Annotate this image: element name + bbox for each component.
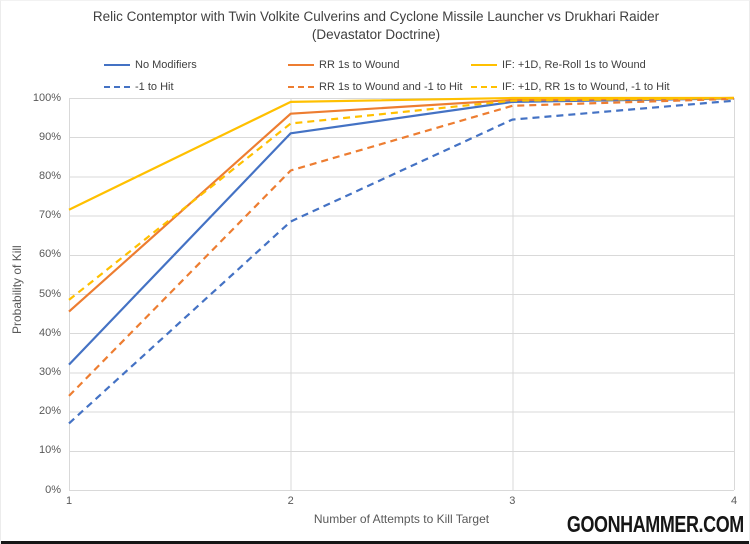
solid-line-icon — [104, 63, 130, 67]
y-tick-label-80: 80% — [38, 169, 61, 182]
chart-title: Relic Contemptor with Twin Volkite Culve… — [92, 9, 660, 24]
y-tick-label-50: 50% — [38, 287, 61, 300]
y-tick-label-90: 90% — [38, 130, 61, 143]
y-tick-label-70: 70% — [38, 209, 61, 222]
y-tick-label-60: 60% — [38, 248, 61, 261]
dashed-line-icon — [104, 85, 130, 89]
series-line-rr-1s-to-wound — [68, 96, 735, 313]
y-tick-label-0: 0% — [45, 483, 61, 496]
y-axis-title: Probability of Kill — [10, 245, 24, 334]
series-line-if-1d-re-roll-1s-to-wound — [68, 96, 734, 211]
y-tick-label-100: 100% — [32, 91, 61, 104]
solid-line-icon — [471, 63, 497, 67]
legend-item-if-1d-re-roll-1s-to-wound: IF: +1D, Re-Roll 1s to Wound — [471, 58, 646, 72]
series-line-no-modifiers — [68, 97, 735, 366]
chart-subtitle: (Devastator Doctrine) — [311, 27, 441, 42]
legend-item-rr-1s-to-wound: RR 1s to Wound — [288, 58, 400, 72]
legend-item-1-to-hit: -1 to Hit — [104, 80, 174, 94]
x-tick-label-4: 4 — [730, 495, 738, 507]
x-tick-label-2: 2 — [287, 495, 294, 507]
watermark-goonhammer: GOONHAMMER.COM — [567, 511, 744, 537]
solid-line-icon — [288, 63, 314, 67]
legend-label: IF: +1D, RR 1s to Wound, -1 to Hit — [502, 81, 670, 93]
x-tick-label-1: 1 — [65, 495, 73, 507]
series-line-if-1d-rr-1s-to-wound-1-to-hit — [68, 96, 735, 301]
dashed-line-icon — [471, 85, 497, 89]
legend-label: IF: +1D, Re-Roll 1s to Wound — [502, 59, 646, 71]
y-tick-label-10: 10% — [38, 444, 61, 457]
legend-item-no-modifiers: No Modifiers — [104, 58, 197, 72]
legend-item-rr-1s-to-wound-and-1-to-hit: RR 1s to Wound and -1 to Hit — [288, 80, 462, 94]
y-tick-label-40: 40% — [38, 326, 61, 339]
x-tick-label-3: 3 — [509, 495, 516, 507]
series-line-1-to-hit — [68, 99, 735, 425]
legend-label: RR 1s to Wound — [319, 59, 400, 71]
x-axis-title: Number of Attempts to Kill Target — [313, 512, 490, 526]
legend: No Modifiers RR 1s to Wound IF: +1D, Re-Ro… — [1, 1, 749, 101]
footer-bar — [1, 541, 749, 544]
series-line-rr-1s-to-wound-and-1-to-hit — [68, 97, 735, 397]
y-tick-label-30: 30% — [38, 365, 61, 378]
y-tick-label-20: 20% — [38, 405, 61, 418]
legend-label: RR 1s to Wound and -1 to Hit — [319, 81, 463, 93]
legend-label: No Modifiers — [135, 59, 197, 71]
legend-label: -1 to Hit — [135, 81, 174, 93]
gridlines — [69, 98, 735, 491]
legend-item-if-1d-rr-1s-to-wound-1-to-hit: IF: +1D, RR 1s to Wound, -1 to Hit — [471, 80, 670, 94]
dashed-line-icon — [288, 85, 314, 89]
